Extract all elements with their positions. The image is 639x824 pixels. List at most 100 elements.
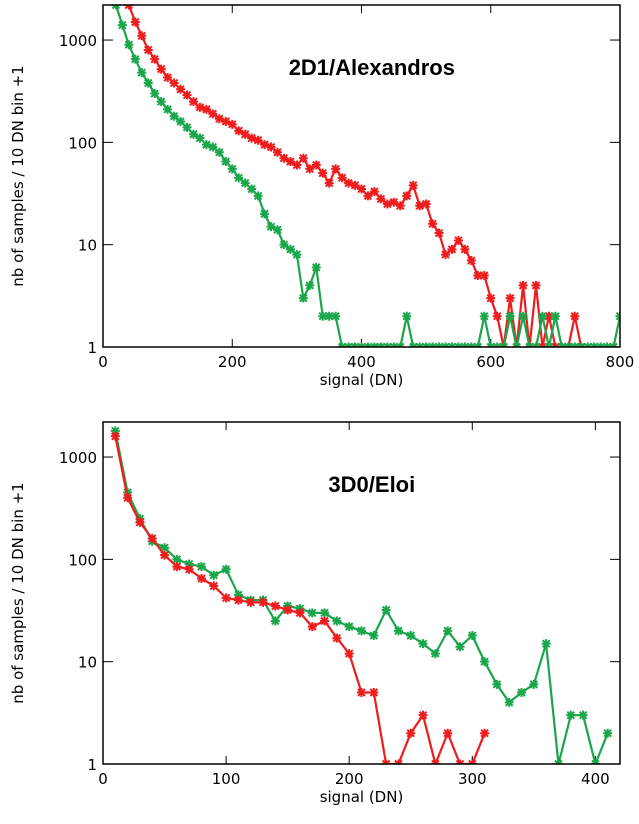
series-line xyxy=(114,435,486,764)
data-point xyxy=(240,129,250,139)
data-point xyxy=(517,687,527,697)
data-point xyxy=(209,570,219,580)
data-point xyxy=(137,68,147,78)
data-point xyxy=(305,280,315,290)
data-point xyxy=(492,311,502,321)
data-point xyxy=(363,191,373,201)
data-point xyxy=(221,564,231,574)
data-point xyxy=(253,135,263,145)
data-point xyxy=(234,126,244,136)
data-point xyxy=(418,710,428,720)
data-point xyxy=(402,311,412,321)
data-point xyxy=(466,256,476,266)
data-point xyxy=(389,197,399,207)
data-point xyxy=(172,554,182,564)
data-point xyxy=(434,228,444,238)
plot-area xyxy=(111,5,620,347)
data-point xyxy=(421,199,431,209)
data-point xyxy=(233,595,243,605)
data-point xyxy=(430,649,440,659)
y-axis-label: nb of samples / 10 DN bin +1 xyxy=(9,482,27,703)
data-point xyxy=(270,616,280,626)
data-point xyxy=(208,109,218,119)
data-point xyxy=(467,631,477,641)
data-point xyxy=(332,616,342,626)
data-point xyxy=(402,191,412,201)
data-point xyxy=(320,608,330,618)
y-tick-label: 1 xyxy=(87,339,97,357)
x-axis-label: signal (DN) xyxy=(320,371,404,389)
y-tick-label: 100 xyxy=(68,134,97,152)
data-point xyxy=(311,160,321,170)
data-point xyxy=(406,728,416,738)
data-point xyxy=(272,225,282,235)
data-point xyxy=(381,605,391,615)
data-point xyxy=(505,293,515,303)
data-point xyxy=(253,191,263,201)
data-point xyxy=(324,178,334,188)
data-point xyxy=(169,78,179,88)
data-point xyxy=(479,311,489,321)
data-point xyxy=(227,119,237,129)
data-point xyxy=(156,64,166,74)
data-point xyxy=(196,562,206,572)
y-tick-label: 1000 xyxy=(59,32,97,50)
data-point xyxy=(453,235,463,245)
data-point xyxy=(292,160,302,170)
data-point xyxy=(307,622,317,632)
data-point xyxy=(247,184,257,194)
data-point xyxy=(285,244,295,254)
y-tick-label: 100 xyxy=(68,551,97,569)
data-point xyxy=(455,642,465,652)
data-point xyxy=(208,142,218,152)
data-point xyxy=(570,311,580,321)
data-point xyxy=(544,311,554,321)
data-point xyxy=(233,590,243,600)
data-point xyxy=(486,293,496,303)
data-point xyxy=(357,626,366,636)
data-point xyxy=(201,104,211,114)
data-point xyxy=(260,209,270,219)
data-point xyxy=(137,31,147,41)
data-point xyxy=(344,649,354,659)
data-point xyxy=(188,97,198,107)
data-point xyxy=(195,133,205,143)
data-point xyxy=(130,17,140,27)
data-point xyxy=(160,550,170,560)
data-point xyxy=(298,293,308,303)
data-point xyxy=(285,157,295,167)
data-point xyxy=(382,199,392,209)
x-tick-label: 400 xyxy=(581,770,610,788)
data-point xyxy=(184,559,194,569)
data-point xyxy=(480,657,490,667)
data-point xyxy=(135,517,145,527)
subplot: 0 200 400 600 800 1 10 100 1000 signal (DN) nb of … xyxy=(9,4,634,389)
data-point xyxy=(550,311,560,321)
data-point xyxy=(479,270,489,280)
data-point xyxy=(143,45,153,55)
data-point xyxy=(247,133,257,143)
data-point xyxy=(227,164,237,174)
data-point xyxy=(492,679,502,689)
plot-frame xyxy=(102,421,621,765)
data-point xyxy=(130,54,140,64)
data-point xyxy=(201,140,211,150)
data-point xyxy=(393,626,403,636)
data-point xyxy=(318,168,328,178)
data-point xyxy=(357,687,366,697)
x-axis-label: signal (DN) xyxy=(320,788,404,806)
data-point xyxy=(110,426,120,436)
data-point xyxy=(163,73,173,83)
data-point xyxy=(408,180,418,190)
data-point xyxy=(184,564,194,574)
y-tick-label: 10 xyxy=(78,237,97,255)
data-point xyxy=(169,111,179,121)
data-point xyxy=(311,262,321,272)
data-point xyxy=(196,574,206,584)
data-point xyxy=(406,631,416,641)
data-point xyxy=(298,153,308,163)
data-point xyxy=(150,54,160,64)
data-point xyxy=(143,78,153,88)
data-point xyxy=(240,178,250,188)
